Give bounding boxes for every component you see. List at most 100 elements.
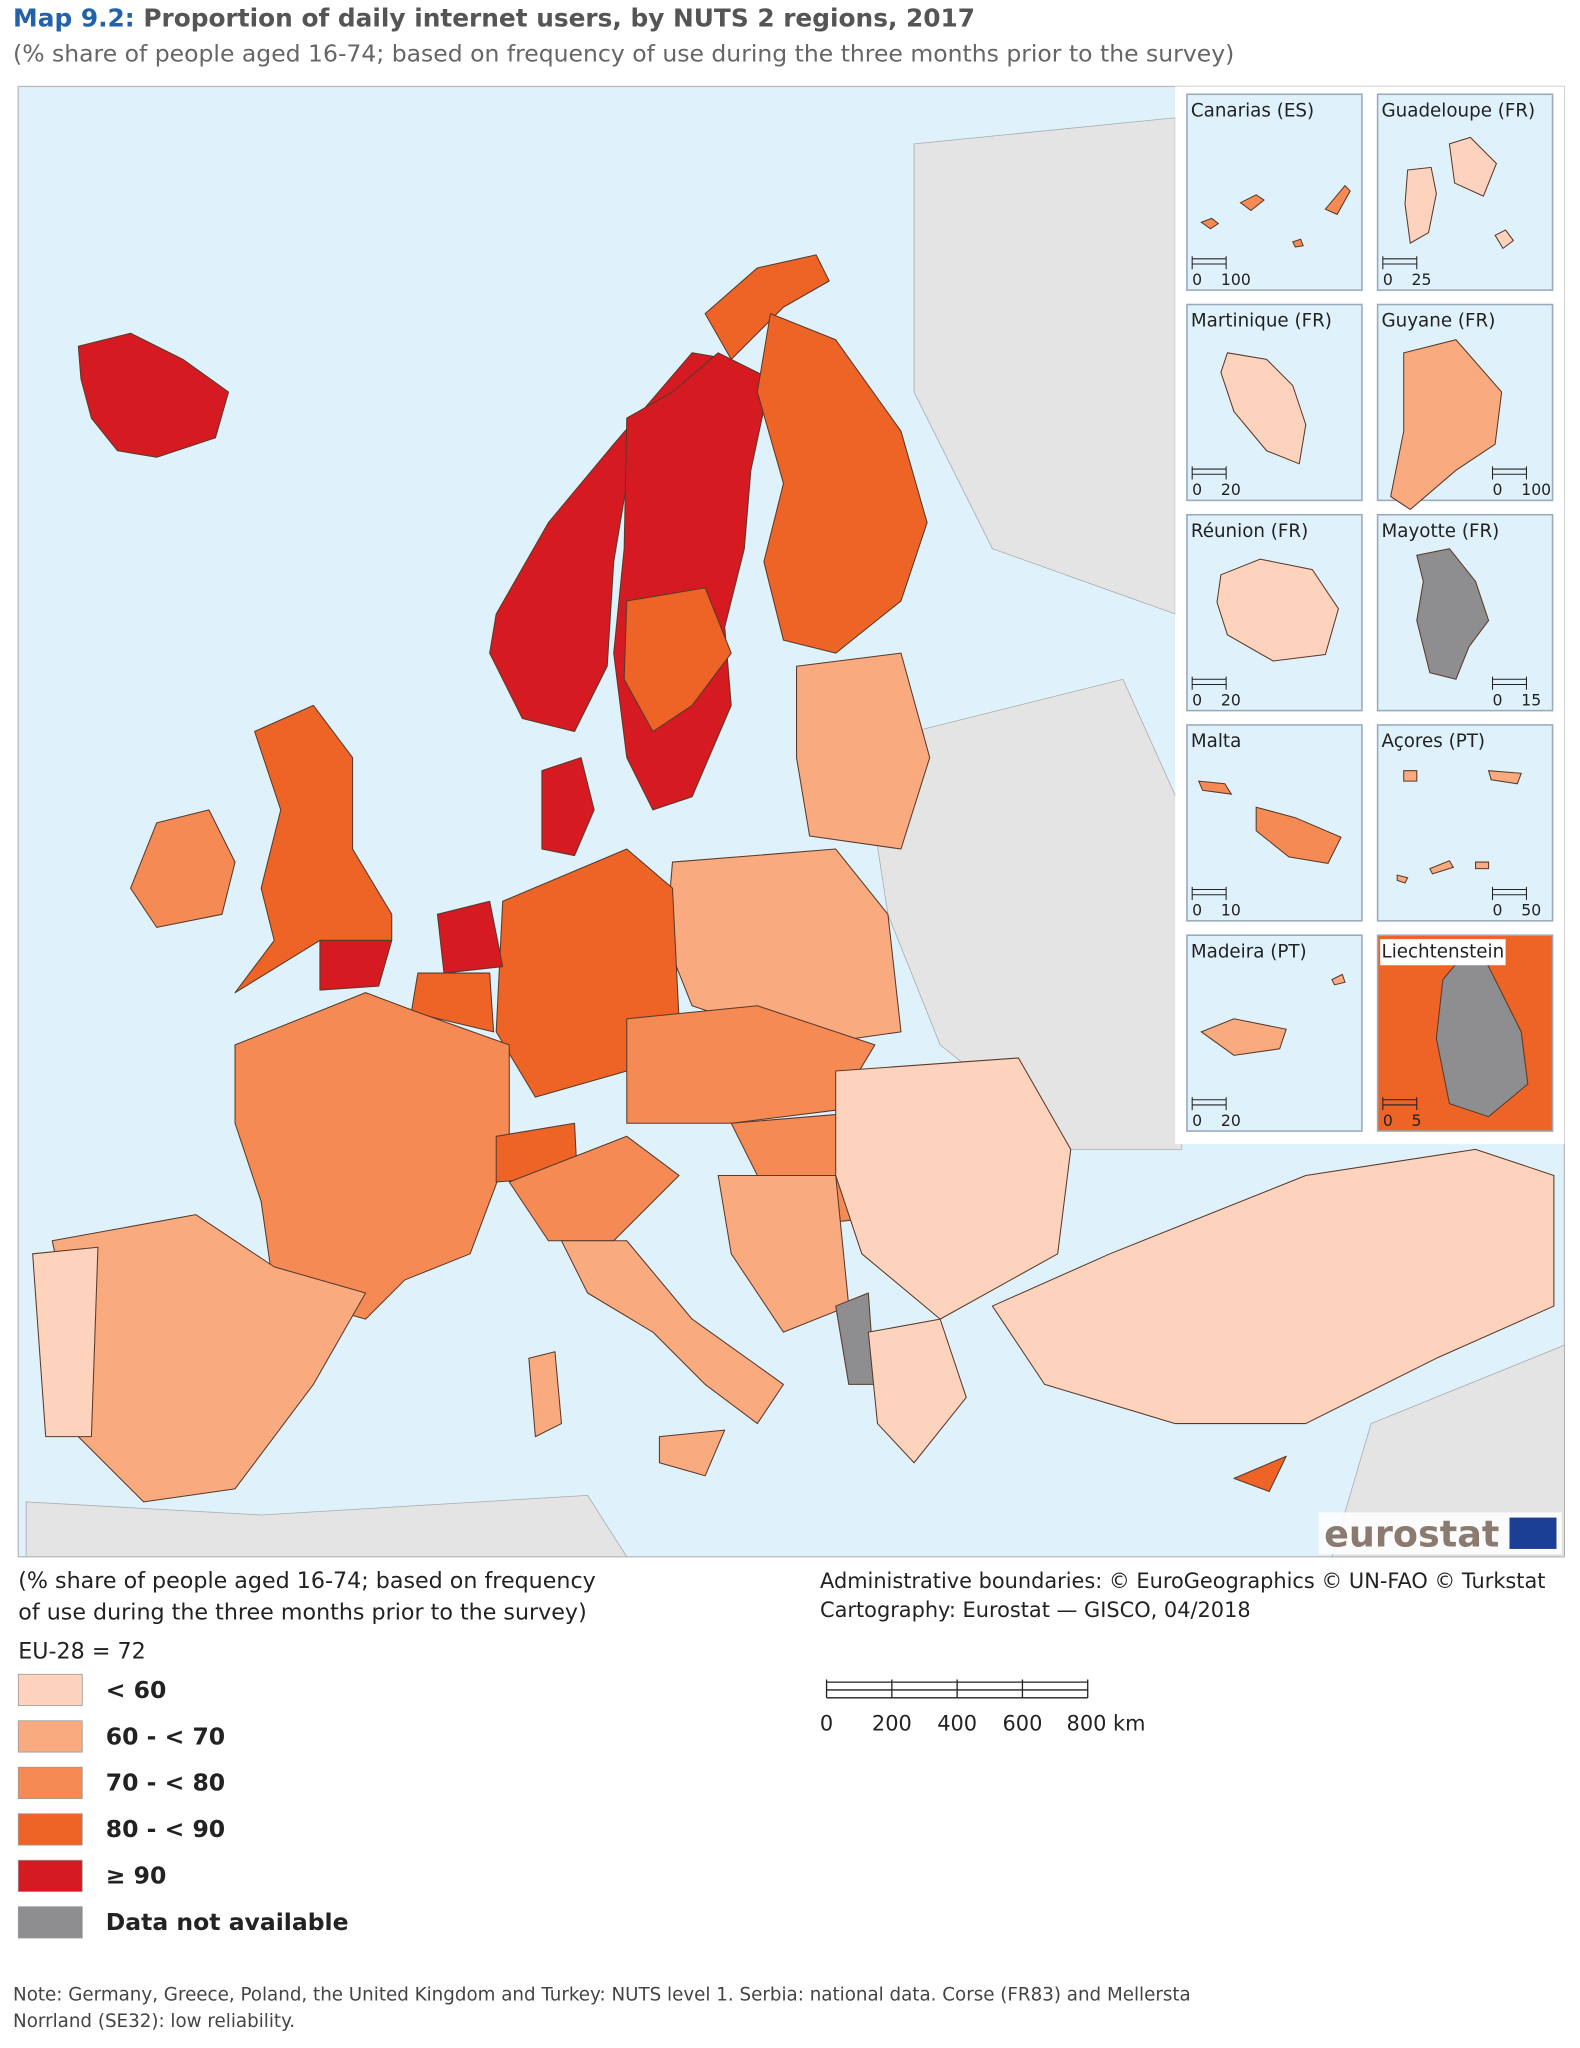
region (991, 1148, 1555, 1425)
inset-scale-label: 50 (1521, 901, 1541, 920)
region (623, 587, 732, 733)
map (25, 117, 1565, 1558)
inset-land (1396, 770, 1522, 884)
scale-label: 200 (872, 1711, 912, 1735)
region (756, 313, 928, 654)
inset-scale (1491, 886, 1527, 900)
scale-bar: 0 200 400 600 800 km (820, 1679, 1146, 1735)
inset-land (1200, 184, 1351, 248)
inset-name: Mayotte (FR) (1382, 521, 1500, 542)
note: Norrland (SE32): low reliability. (13, 2011, 295, 2032)
region (32, 1246, 99, 1438)
inset-land (1200, 973, 1346, 1056)
inset-land (1416, 548, 1490, 680)
inset-name: Martinique (FR) (1191, 311, 1332, 332)
legend-swatch (17, 1673, 83, 1707)
inset-scale-label: 0 (1192, 480, 1202, 499)
inset-scale-label: 100 (1221, 270, 1251, 289)
legend-swatch (17, 1720, 83, 1753)
inset-scale (1191, 1097, 1227, 1111)
inset-scale (1191, 256, 1227, 270)
inset-frame (1186, 93, 1363, 291)
inset-scale-label: 0 (1493, 901, 1503, 920)
inset-scale-label: 0 (1192, 690, 1202, 709)
region (234, 992, 510, 1320)
inset-scale-label: 20 (1221, 690, 1241, 709)
inset-scale-label: 0 (1383, 1111, 1393, 1130)
region (319, 939, 393, 991)
inset-scale-label: 0 (1192, 1111, 1202, 1130)
inset-land (1390, 339, 1503, 511)
legend-title: of use during the three months prior to … (18, 1599, 586, 1625)
inset-land (1220, 352, 1307, 465)
eu-flag (1509, 1517, 1557, 1549)
inset-scale (1382, 1097, 1418, 1111)
inset-name: Réunion (FR) (1191, 521, 1308, 542)
inset-land (1404, 136, 1515, 250)
credit: Cartography: Eurostat — GISCO, 04/2018 (820, 1598, 1251, 1622)
inset-name: Canarias (ES) (1191, 100, 1314, 121)
scale-label: 0 (820, 1711, 833, 1735)
region (867, 1318, 967, 1464)
inset-scale-label: 0 (1192, 270, 1202, 289)
region (717, 1174, 850, 1333)
region (528, 1351, 563, 1438)
region (508, 1135, 680, 1242)
inset-frame (1376, 724, 1554, 922)
legend-label: 70 - < 80 (106, 1769, 225, 1797)
title: Map 9.2: Proportion of daily internet us… (13, 3, 975, 32)
region (658, 1429, 726, 1477)
legend: < 60 60 - < 70 70 - < 80 80 - < 90 ≥ 90 Data … (17, 1673, 349, 1939)
legend-label: Data not available (106, 1908, 349, 1936)
scale-label: 400 (937, 1711, 977, 1735)
inset-name: Liechtenstein (1382, 941, 1505, 962)
inset-scale-label: 20 (1221, 480, 1241, 499)
legend-label: 80 - < 90 (106, 1815, 225, 1843)
inset-scale (1491, 676, 1527, 690)
inset-land (1216, 558, 1339, 662)
land-other (861, 678, 1183, 1150)
region (436, 900, 504, 974)
inset-scale-label: 5 (1412, 1111, 1422, 1130)
inset-scale-label: 0 (1383, 270, 1393, 289)
scale-ruler (825, 1679, 1089, 1699)
title-text: Proportion of daily internet users, by N… (143, 3, 975, 32)
logo: eurostat (1324, 1512, 1499, 1555)
region (796, 652, 931, 850)
inset-name: Açores (PT) (1382, 731, 1485, 752)
inset-label-box (1380, 939, 1506, 966)
legend-swatch (17, 1906, 83, 1939)
legend-swatch (17, 1859, 83, 1892)
inset-name: Malta (1191, 731, 1241, 752)
inset-land (1197, 780, 1342, 864)
title-label: Map 9.2: (13, 3, 135, 32)
land-other (25, 1494, 628, 1558)
legend-eu: EU-28 = 72 (18, 1639, 145, 1665)
inset-scale-label: 0 (1493, 690, 1503, 709)
region (541, 757, 595, 857)
inset-name: Guyane (FR) (1382, 311, 1496, 332)
inset-scale (1191, 466, 1227, 480)
inset-name: Madeira (PT) (1191, 941, 1307, 962)
inset-scale-label: 15 (1521, 690, 1541, 709)
region (130, 809, 236, 928)
inset-scale-label: 10 (1221, 901, 1241, 920)
legend-label: 60 - < 70 (106, 1722, 225, 1750)
legend-title: (% share of people aged 16-74; based on … (18, 1568, 596, 1594)
inset-scale-label: 0 (1493, 480, 1503, 499)
inset-frame (1376, 93, 1554, 291)
credit: Administrative boundaries: © EuroGeograp… (820, 1569, 1545, 1593)
land-other (913, 117, 1176, 615)
note: Note: Germany, Greece, Poland, the Unite… (13, 1985, 1191, 2006)
scale-label: 800 km (1067, 1711, 1146, 1735)
inset-scale-label: 100 (1521, 480, 1551, 499)
legend-swatch (17, 1766, 83, 1799)
region (560, 1240, 784, 1425)
inset-scale (1382, 256, 1418, 270)
subtitle: (% share of people aged 16-74; based on … (13, 40, 1234, 68)
inset-scale (1191, 676, 1227, 690)
inset-scale-label: 0 (1192, 901, 1202, 920)
